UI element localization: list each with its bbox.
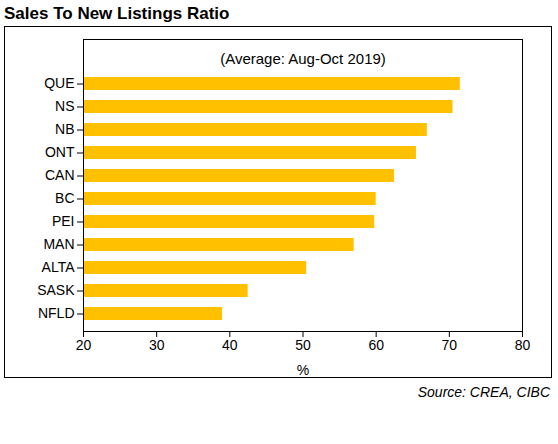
svg-text:40: 40 (222, 337, 238, 353)
html-text:Sales To New Listings Ratio: Sales To New Listings Ratio (4, 4, 230, 23)
svg-text:70: 70 (442, 337, 458, 353)
svg-text:(Average: Aug-Oct 2019): (Average: Aug-Oct 2019) (220, 50, 386, 67)
svg-text:60: 60 (368, 337, 384, 353)
svg-text:50: 50 (295, 337, 311, 353)
svg-text:BC: BC (55, 190, 74, 206)
svg-text:%: % (297, 362, 309, 378)
svg-text:NB: NB (55, 121, 74, 137)
svg-text:CAN: CAN (45, 167, 75, 183)
html-text:Source: CREA, CIBC: Source: CREA, CIBC (417, 384, 550, 400)
svg-text:80: 80 (515, 337, 531, 353)
svg-text:NS: NS (55, 98, 74, 114)
svg-text:PEI: PEI (52, 213, 75, 229)
svg-text:SASK: SASK (37, 282, 75, 298)
svg-text:QUE: QUE (44, 75, 74, 91)
svg-text:MAN: MAN (43, 236, 74, 252)
svg-text:20: 20 (76, 337, 92, 353)
svg-text:ONT: ONT (45, 144, 75, 160)
svg-text:ALTA: ALTA (42, 259, 76, 275)
svg-text:NFLD: NFLD (38, 305, 75, 321)
svg-text:30: 30 (149, 337, 165, 353)
